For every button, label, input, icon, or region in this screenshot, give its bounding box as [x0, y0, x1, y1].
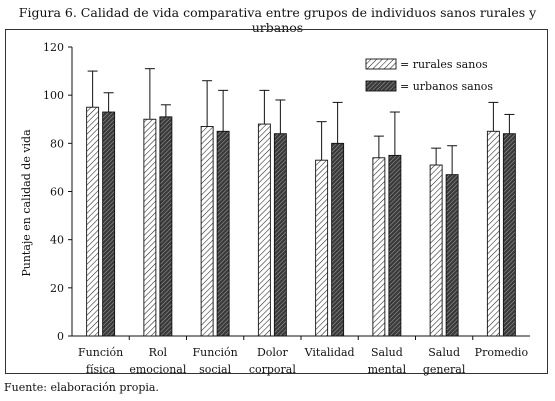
axes: 0 20 40 60 80 100 120 — [43, 41, 530, 343]
y-tick-label: 60 — [50, 186, 64, 199]
category-label: Función — [193, 346, 238, 359]
chart-frame — [5, 29, 548, 374]
category-label: Función — [78, 346, 123, 359]
bar-urban — [159, 116, 173, 337]
bar-urban — [102, 111, 116, 337]
category-label: Promedio — [475, 346, 529, 359]
bar-rural — [372, 157, 386, 337]
bar-urban — [216, 130, 230, 337]
legend: = rurales sanos = urbanos sanos — [365, 58, 493, 93]
legend-swatch-urban — [365, 80, 397, 92]
y-tick-label: 20 — [50, 282, 64, 295]
legend-swatch-rural — [365, 58, 397, 70]
y-tick-label: 100 — [43, 89, 64, 102]
category-label: Dolor — [257, 346, 289, 359]
y-tick-label: 120 — [43, 41, 64, 54]
bar-urban — [502, 133, 516, 337]
legend-label: = urbanos sanos — [400, 80, 493, 93]
bar-urban — [331, 142, 345, 337]
bar-rural — [486, 130, 500, 337]
category-label: emocional — [129, 363, 187, 376]
category-labels: Función física Rol emocional Función social Do… — [78, 346, 528, 376]
bars-group — [86, 68, 516, 337]
category-label: corporal — [249, 363, 297, 376]
figure-title: Figura 6. Calidad de vida comparativa en… — [18, 5, 537, 35]
y-axis-label: Puntaje en calidad de vida — [20, 129, 33, 277]
y-tick-label: 0 — [57, 330, 64, 343]
category-label: física — [86, 363, 116, 376]
bar-rural — [143, 118, 157, 337]
category-label: social — [199, 363, 232, 376]
bar-rural — [315, 159, 329, 337]
bar-urban — [445, 174, 459, 337]
bar-rural — [200, 126, 214, 337]
y-tick-label: 80 — [50, 137, 64, 150]
category-label: mental — [368, 363, 407, 376]
bar-urban — [273, 133, 287, 337]
category-label: Salud — [428, 346, 460, 359]
category-label: Salud — [371, 346, 403, 359]
bar-rural — [257, 123, 271, 337]
y-tick-label: 40 — [50, 234, 64, 247]
category-label: Rol — [149, 346, 168, 359]
source-note: Fuente: elaboración propia. — [4, 381, 159, 394]
category-label: general — [423, 363, 466, 376]
legend-label: = rurales sanos — [400, 58, 488, 71]
bar-rural — [429, 164, 443, 337]
bar-urban — [388, 154, 402, 337]
bar-rural — [86, 106, 100, 337]
category-label: Vitalidad — [304, 346, 355, 359]
